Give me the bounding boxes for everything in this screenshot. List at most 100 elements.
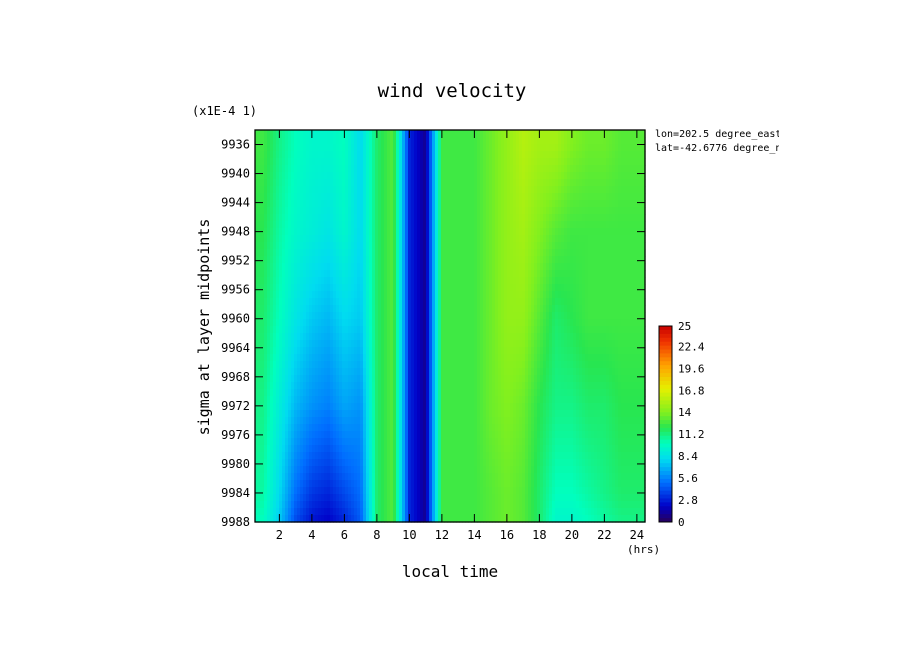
heatmap-cell: [591, 179, 595, 187]
heatmap-cell: [414, 221, 418, 229]
heatmap-cell: [639, 242, 643, 250]
heatmap-cell: [582, 130, 586, 138]
heatmap-cell: [624, 347, 628, 355]
heatmap-cell: [621, 291, 625, 299]
heatmap-cell: [372, 396, 376, 404]
heatmap-cell: [504, 340, 508, 348]
heatmap-cell: [636, 214, 640, 222]
heatmap-cell: [495, 228, 499, 236]
heatmap-cell: [582, 305, 586, 313]
heatmap-cell: [255, 284, 259, 292]
heatmap-cell: [504, 326, 508, 334]
heatmap-cell: [618, 186, 622, 194]
heatmap-cell: [609, 193, 613, 201]
heatmap-cell: [261, 284, 265, 292]
heatmap-cell: [504, 179, 508, 187]
heatmap-cell: [279, 284, 283, 292]
heatmap-cell: [543, 193, 547, 201]
heatmap-cell: [636, 193, 640, 201]
heatmap-cell: [408, 207, 412, 215]
heatmap-cell: [327, 305, 331, 313]
heatmap-cell: [480, 354, 484, 362]
heatmap-cell: [270, 242, 274, 250]
heatmap-cell: [489, 151, 493, 159]
heatmap-cell: [561, 382, 565, 390]
heatmap-cell: [600, 326, 604, 334]
heatmap-cell: [546, 137, 550, 145]
heatmap-cell: [372, 207, 376, 215]
heatmap-cell: [600, 228, 604, 236]
heatmap-cell: [348, 221, 352, 229]
heatmap-cell: [513, 256, 517, 264]
heatmap-cell: [345, 340, 349, 348]
heatmap-cell: [420, 298, 424, 306]
heatmap-cell: [588, 361, 592, 369]
heatmap-cell: [453, 354, 457, 362]
heatmap-cell: [531, 382, 535, 390]
heatmap-cell: [582, 375, 586, 383]
heatmap-cell: [525, 186, 529, 194]
heatmap-cell: [387, 235, 391, 243]
heatmap-cell: [303, 151, 307, 159]
heatmap-cell: [504, 228, 508, 236]
heatmap-cell: [477, 277, 481, 285]
heatmap-cell: [561, 263, 565, 271]
heatmap-cell: [378, 284, 382, 292]
heatmap-cell: [366, 179, 370, 187]
heatmap-cell: [552, 186, 556, 194]
heatmap-cell: [561, 375, 565, 383]
heatmap-cell: [522, 340, 526, 348]
heatmap-cell: [393, 137, 397, 145]
heatmap-cell: [429, 277, 433, 285]
heatmap-cell: [423, 277, 427, 285]
heatmap-cell: [345, 319, 349, 327]
heatmap-cell: [426, 137, 430, 145]
heatmap-cell: [609, 144, 613, 152]
heatmap-cell: [456, 291, 460, 299]
heatmap-cell: [321, 333, 325, 341]
heatmap-cell: [414, 270, 418, 278]
heatmap-cell: [591, 361, 595, 369]
heatmap-cell: [504, 186, 508, 194]
heatmap-cell: [444, 340, 448, 348]
heatmap-cell: [384, 207, 388, 215]
heatmap-cell: [636, 207, 640, 215]
heatmap-cell: [318, 340, 322, 348]
heatmap-cell: [642, 368, 646, 376]
heatmap-cell: [639, 312, 643, 320]
heatmap-cell: [597, 214, 601, 222]
heatmap-cell: [438, 130, 442, 138]
heatmap-cell: [441, 151, 445, 159]
heatmap-cell: [474, 186, 478, 194]
heatmap-cell: [570, 291, 574, 299]
heatmap-cell: [432, 382, 436, 390]
heatmap-cell: [411, 214, 415, 222]
heatmap-cell: [258, 326, 262, 334]
heatmap-cell: [633, 249, 637, 257]
heatmap-cell: [543, 340, 547, 348]
heatmap-cell: [453, 214, 457, 222]
heatmap-cell: [312, 144, 316, 152]
heatmap-cell: [291, 368, 295, 376]
heatmap-cell: [372, 354, 376, 362]
heatmap-cell: [312, 326, 316, 334]
heatmap-cell: [609, 284, 613, 292]
heatmap-cell: [588, 179, 592, 187]
heatmap-cell: [342, 193, 346, 201]
heatmap-cell: [537, 130, 541, 138]
heatmap-cell: [570, 151, 574, 159]
heatmap-cell: [555, 228, 559, 236]
heatmap-cell: [315, 305, 319, 313]
heatmap-cell: [441, 242, 445, 250]
heatmap-cell: [357, 179, 361, 187]
heatmap-cell: [288, 305, 292, 313]
heatmap-cell: [558, 312, 562, 320]
heatmap-cell: [378, 298, 382, 306]
heatmap-cell: [408, 137, 412, 145]
heatmap-cell: [387, 137, 391, 145]
heatmap-cell: [537, 375, 541, 383]
heatmap-cell: [354, 207, 358, 215]
heatmap-cell: [624, 151, 628, 159]
heatmap-cell: [534, 158, 538, 166]
heatmap-cell: [552, 298, 556, 306]
